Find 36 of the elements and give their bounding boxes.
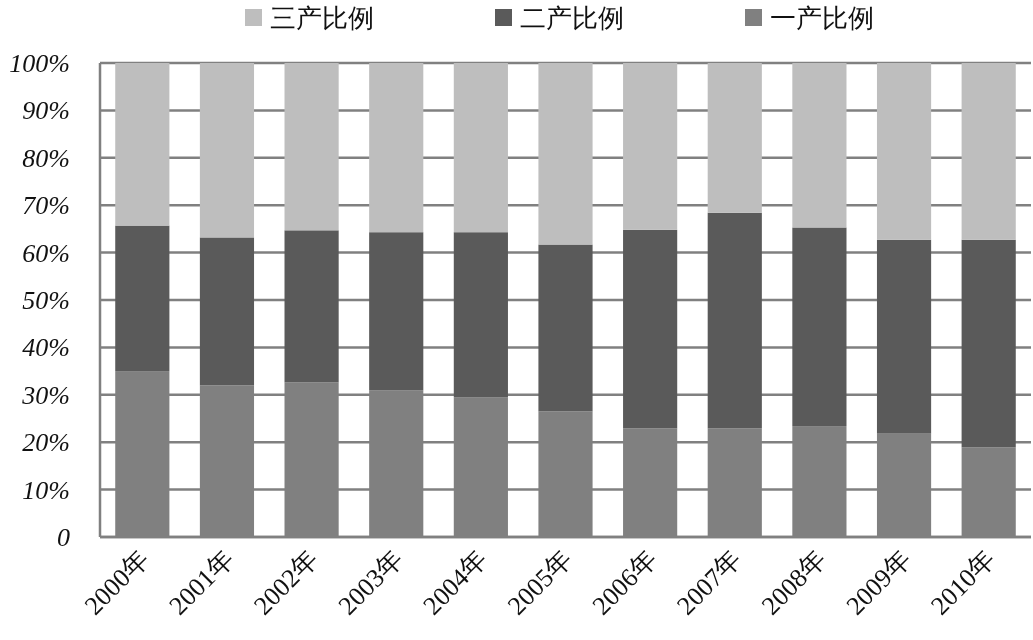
bar (115, 225, 170, 372)
y-tick-label: 50% (22, 286, 70, 315)
bar (369, 63, 424, 233)
legend-label: 三产比例 (270, 4, 374, 33)
bar (961, 63, 1016, 240)
bar (538, 63, 593, 245)
bar (876, 63, 932, 240)
y-tick-label: 70% (22, 191, 70, 221)
y-tick-label: 90% (22, 96, 70, 126)
bar (623, 229, 678, 429)
bar (707, 63, 762, 213)
bar (538, 244, 593, 412)
bar (199, 237, 255, 386)
bar (792, 227, 847, 427)
bar (199, 63, 255, 238)
y-tick-label: 100% (9, 49, 70, 78)
bar (792, 63, 847, 228)
bar (369, 232, 424, 391)
y-tick-label: 40% (22, 333, 70, 363)
bar (115, 63, 170, 226)
bar (707, 212, 762, 429)
bar (453, 232, 508, 398)
bar (284, 63, 339, 231)
y-tick-label: 30% (21, 380, 70, 410)
legend-label: 二产比例 (520, 4, 624, 33)
y-tick-label: 80% (22, 143, 70, 173)
bar (876, 239, 932, 434)
y-tick-label: 20% (22, 428, 70, 458)
bar (623, 63, 678, 230)
bar (284, 230, 339, 383)
legend-label: 一产比例 (770, 4, 874, 33)
bar (961, 239, 1016, 448)
y-tick-label: 60% (22, 238, 70, 268)
y-tick-label: 0 (57, 523, 70, 552)
bar (453, 63, 508, 233)
y-tick-label: 10% (22, 475, 70, 505)
